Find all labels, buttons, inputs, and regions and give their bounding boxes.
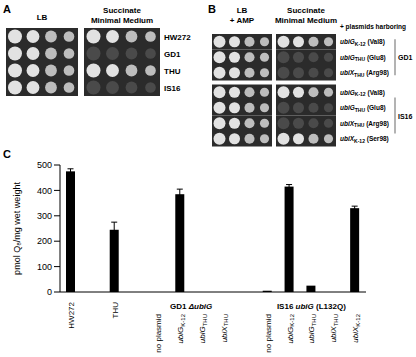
svg-text:THU: THU — [111, 302, 120, 319]
svg-text:SuccinateMinimal Medium: SuccinateMinimal Medium — [275, 6, 337, 25]
svg-text:ubiGK-12: ubiGK-12 — [286, 313, 296, 343]
svg-text:ubiGTHU (Glu8): ubiGTHU (Glu8) — [340, 104, 386, 113]
svg-text:no plasmid: no plasmid — [154, 314, 163, 353]
svg-text:ubiXK-12: ubiXK-12 — [351, 313, 361, 342]
svg-text:no plasmid: no plasmid — [264, 314, 273, 353]
html-text:C: C — [3, 148, 11, 160]
svg-text:HW272: HW272 — [67, 301, 76, 328]
svg-text:B: B — [208, 3, 216, 15]
svg-text:300: 300 — [37, 211, 52, 221]
svg-text:A: A — [3, 3, 11, 15]
svg-text:500: 500 — [37, 160, 52, 170]
svg-text:ubiXTHU: ubiXTHU — [220, 314, 230, 342]
svg-text:GD1: GD1 — [398, 54, 413, 61]
svg-text:400: 400 — [37, 186, 52, 196]
svg-text:HW272: HW272 — [164, 33, 191, 42]
svg-text:ubiGK-12 (Val8): ubiGK-12 (Val8) — [340, 38, 385, 47]
svg-text:200: 200 — [37, 236, 52, 246]
svg-text:ubiXK-12 (Ser98): ubiXK-12 (Ser98) — [340, 135, 389, 144]
svg-text:0: 0 — [47, 287, 52, 297]
svg-text:ubiGTHU: ubiGTHU — [198, 314, 208, 343]
svg-text:GD1 ΔubiG: GD1 ΔubiG — [170, 302, 212, 311]
svg-text:IS16: IS16 — [164, 84, 181, 93]
svg-text:GD1: GD1 — [164, 50, 181, 59]
svg-text:+ plasmids harboring: + plasmids harboring — [340, 23, 406, 31]
svg-text:ubiXTHU: ubiXTHU — [329, 314, 339, 342]
svg-text:ubiGK-12 (Val8): ubiGK-12 (Val8) — [340, 89, 385, 98]
svg-text:pmol Q₈/mg wet weight: pmol Q₈/mg wet weight — [12, 182, 22, 275]
svg-text:ubiXTHU (Arg98): ubiXTHU (Arg98) — [340, 69, 389, 78]
svg-text:ubiGTHU: ubiGTHU — [307, 314, 317, 343]
svg-text:IS16 ubiG (L132Q): IS16 ubiG (L132Q) — [277, 302, 346, 311]
svg-text:ubiGK-12: ubiGK-12 — [176, 313, 186, 343]
svg-text:THU: THU — [164, 67, 181, 76]
svg-text:IS16: IS16 — [398, 113, 413, 120]
svg-text:SuccinateMinimal Medium: SuccinateMinimal Medium — [91, 6, 153, 25]
svg-text:LB: LB — [37, 13, 48, 22]
svg-text:100: 100 — [37, 262, 52, 272]
svg-text:ubiGTHU (Glu8): ubiGTHU (Glu8) — [340, 54, 386, 63]
svg-text:ubiXTHU (Arg98): ubiXTHU (Arg98) — [340, 120, 389, 129]
svg-text:LB+ AMP: LB+ AMP — [230, 6, 255, 25]
